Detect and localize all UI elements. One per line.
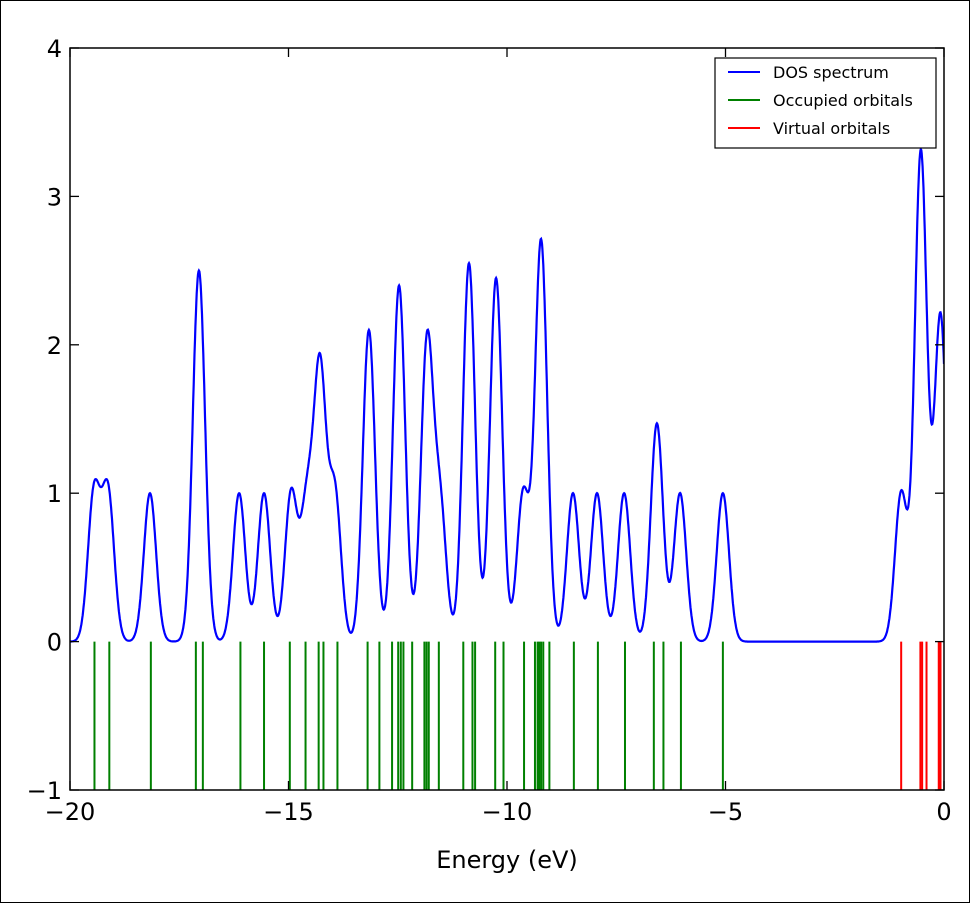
legend: DOS spectrum Occupied orbitals Virtual orb… <box>714 57 937 149</box>
x-axis-label: Energy (eV) <box>436 846 578 874</box>
x-tick-label: −5 <box>708 798 743 826</box>
dos-spectrum-line <box>70 146 944 643</box>
y-tick-label: 1 <box>47 480 62 508</box>
plot-area <box>70 146 944 790</box>
x-tick-label: 0 <box>936 798 951 826</box>
x-tick-label: −10 <box>482 798 533 826</box>
x-tick-label: −15 <box>263 798 314 826</box>
legend-label: Virtual orbitals <box>773 119 890 138</box>
series-group <box>70 146 944 790</box>
y-tick-label: 2 <box>47 332 62 360</box>
x-tick-label: −20 <box>45 798 96 826</box>
legend-label: Occupied orbitals <box>773 91 913 110</box>
y-tick-label: 0 <box>47 629 62 657</box>
y-tick-label: 3 <box>47 183 62 211</box>
y-tick-label: 4 <box>47 35 62 63</box>
y-tick-label: −1 <box>27 777 62 805</box>
plot-border <box>69 47 945 791</box>
legend-label: DOS spectrum <box>773 63 889 82</box>
